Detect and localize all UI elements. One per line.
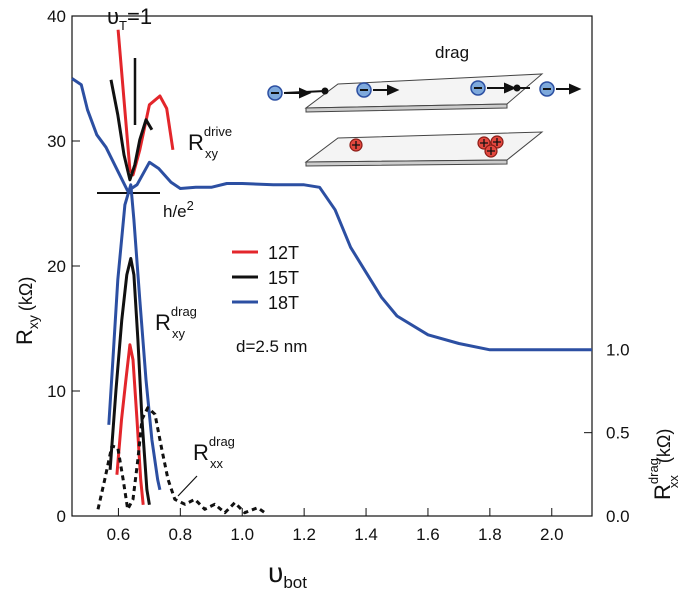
- drag-line: [107, 183, 162, 491]
- drive-line: [116, 29, 175, 177]
- y2-axis-label: Rdrag xx (kΩ): [646, 429, 681, 500]
- y2-tick-label: 0.0: [606, 507, 630, 526]
- sup: drag: [171, 304, 197, 319]
- drive-line: [109, 79, 154, 182]
- drive-annotation: Rdrive xy: [188, 124, 232, 161]
- text: =1: [127, 4, 152, 29]
- inset: drag: [267, 43, 582, 167]
- y2-tick-label: 0.5: [606, 424, 630, 443]
- sup: 2: [187, 198, 194, 213]
- sup: drag: [209, 434, 235, 449]
- legend-label: 18T: [268, 293, 299, 313]
- x-tick-label: 1.2: [292, 525, 316, 544]
- motion-arrows: [283, 82, 582, 99]
- y2-tick-label: 1.0: [606, 340, 630, 359]
- y-tick-label: 0: [57, 507, 66, 526]
- quantum-annotation: h/e2: [163, 198, 194, 221]
- sub: xy: [172, 326, 186, 341]
- legend-label: 15T: [268, 268, 299, 288]
- y-tick-label: 20: [47, 257, 66, 276]
- plate-bottom: [304, 131, 544, 163]
- text: R: [650, 484, 675, 500]
- spacing-annotation: d=2.5 nm: [236, 337, 307, 356]
- plate-bottom-edge: [305, 159, 508, 167]
- drag-line: [115, 343, 145, 505]
- text: R: [193, 440, 209, 465]
- text: R: [12, 329, 37, 345]
- filling-annotation: υT=1: [107, 4, 152, 33]
- y-tick-label: 30: [47, 132, 66, 151]
- sub: bot: [283, 573, 307, 589]
- sub: xx: [666, 475, 681, 489]
- x-tick-label: 1.4: [354, 525, 378, 544]
- drive-line: [71, 77, 592, 352]
- electron-signs: [271, 87, 551, 94]
- x-tick-label: 0.8: [169, 525, 193, 544]
- hole-signs: [352, 138, 501, 155]
- x-axis-label: υbot: [268, 557, 307, 589]
- drag-xy-annotation: Rdrag xy: [155, 304, 197, 341]
- x-tick-label: 1.8: [478, 525, 502, 544]
- y-tick-label: 10: [47, 382, 66, 401]
- plate-top-edge: [305, 103, 508, 113]
- unit: (kΩ): [654, 429, 674, 463]
- y-tick-label: 40: [47, 7, 66, 26]
- rxx-drag-line: [96, 406, 266, 515]
- x-tick-label: 2.0: [540, 525, 564, 544]
- sub: xx: [210, 456, 224, 471]
- sub: xy: [25, 315, 41, 329]
- text: R: [155, 310, 171, 335]
- unit: (kΩ): [16, 277, 36, 311]
- x-tick-label: 1.0: [230, 525, 254, 544]
- y-axis-label: Rxy (kΩ): [12, 277, 41, 345]
- legend-label: 12T: [268, 243, 299, 263]
- x-tick-label: 1.6: [416, 525, 440, 544]
- inset-label: drag: [435, 43, 469, 62]
- text: h/e: [163, 202, 187, 221]
- sub: xy: [205, 146, 219, 161]
- sub: T: [119, 18, 127, 33]
- text: R: [188, 130, 204, 155]
- text: υ: [107, 4, 119, 29]
- drag-xx-pointer: [177, 475, 198, 497]
- drag-xx-annotation: Rdrag xx: [193, 434, 235, 471]
- x-tick-label: 0.6: [107, 525, 131, 544]
- drag-line: [108, 257, 151, 506]
- sup: drive: [204, 124, 232, 139]
- text: υ: [268, 557, 283, 588]
- sup: drag: [646, 458, 661, 484]
